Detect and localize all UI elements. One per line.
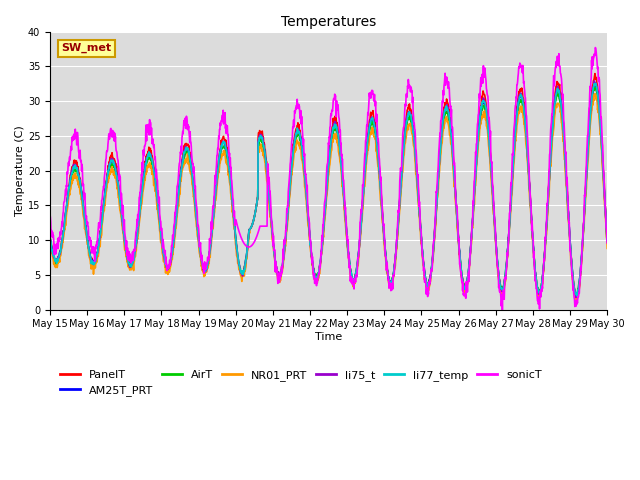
li75_t	[364, 145, 371, 151]
AirT	[364, 148, 371, 154]
Line: NR01_PRT: NR01_PRT	[50, 94, 607, 301]
AM25T_PRT	[294, 130, 302, 135]
AM25T_PRT	[573, 293, 580, 299]
AM25T_PRT	[604, 239, 611, 245]
NR01_PRT	[364, 152, 371, 157]
PanelT	[604, 238, 611, 244]
AM25T_PRT	[46, 234, 54, 240]
AirT	[89, 261, 97, 266]
sonicT	[364, 123, 371, 129]
AirT	[304, 212, 312, 218]
Line: AirT: AirT	[50, 87, 607, 296]
AM25T_PRT	[591, 81, 599, 86]
li75_t	[604, 239, 611, 244]
sonicT	[591, 45, 599, 50]
X-axis label: Time: Time	[315, 332, 342, 342]
PanelT	[89, 261, 97, 267]
AirT	[46, 237, 54, 243]
NR01_PRT	[573, 298, 580, 304]
li77_temp	[294, 127, 302, 133]
li75_t	[304, 211, 312, 217]
AM25T_PRT	[304, 212, 312, 218]
AM25T_PRT	[364, 146, 371, 152]
Line: sonicT: sonicT	[50, 48, 607, 310]
Line: AM25T_PRT: AM25T_PRT	[50, 84, 607, 296]
li77_temp	[364, 143, 371, 149]
AM25T_PRT	[112, 166, 120, 172]
li75_t	[294, 127, 302, 133]
li75_t	[283, 226, 291, 231]
li75_t	[572, 294, 580, 300]
Line: li75_t: li75_t	[50, 81, 607, 297]
Line: PanelT: PanelT	[50, 73, 607, 299]
PanelT	[283, 224, 291, 230]
li75_t	[590, 78, 598, 84]
li77_temp	[112, 171, 120, 177]
NR01_PRT	[46, 242, 54, 248]
Line: li77_temp: li77_temp	[50, 84, 607, 296]
sonicT	[46, 213, 54, 218]
li77_temp	[46, 232, 54, 238]
AirT	[112, 171, 120, 177]
NR01_PRT	[294, 139, 302, 145]
NR01_PRT	[304, 222, 312, 228]
sonicT	[304, 205, 312, 211]
li75_t	[112, 168, 120, 173]
li77_temp	[591, 81, 599, 86]
AirT	[573, 293, 580, 299]
Y-axis label: Temperature (C): Temperature (C)	[15, 125, 25, 216]
sonicT	[112, 144, 120, 149]
sonicT	[604, 240, 611, 246]
AM25T_PRT	[89, 261, 97, 266]
Legend: PanelT, AM25T_PRT, AirT, NR01_PRT, li75_t, li77_temp, sonicT: PanelT, AM25T_PRT, AirT, NR01_PRT, li75_…	[56, 365, 546, 400]
li77_temp	[604, 238, 611, 243]
NR01_PRT	[591, 91, 599, 96]
sonicT	[89, 244, 97, 250]
li77_temp	[573, 293, 581, 299]
PanelT	[46, 233, 54, 239]
li77_temp	[304, 212, 312, 217]
li77_temp	[283, 227, 291, 233]
AirT	[591, 84, 599, 90]
sonicT	[294, 103, 302, 109]
PanelT	[304, 210, 312, 216]
NR01_PRT	[283, 231, 291, 237]
li77_temp	[89, 260, 97, 266]
PanelT	[294, 120, 302, 126]
li75_t	[46, 235, 54, 241]
PanelT	[364, 137, 371, 143]
Text: SW_met: SW_met	[61, 43, 111, 53]
AM25T_PRT	[283, 226, 291, 232]
NR01_PRT	[604, 245, 611, 251]
PanelT	[112, 161, 120, 167]
sonicT	[283, 217, 291, 223]
Title: Temperatures: Temperatures	[281, 15, 376, 29]
NR01_PRT	[89, 263, 97, 269]
AirT	[604, 240, 611, 246]
AirT	[294, 131, 302, 137]
NR01_PRT	[112, 174, 120, 180]
sonicT	[499, 307, 506, 313]
PanelT	[572, 296, 579, 301]
li75_t	[89, 260, 97, 265]
PanelT	[591, 71, 599, 76]
AirT	[283, 228, 291, 233]
